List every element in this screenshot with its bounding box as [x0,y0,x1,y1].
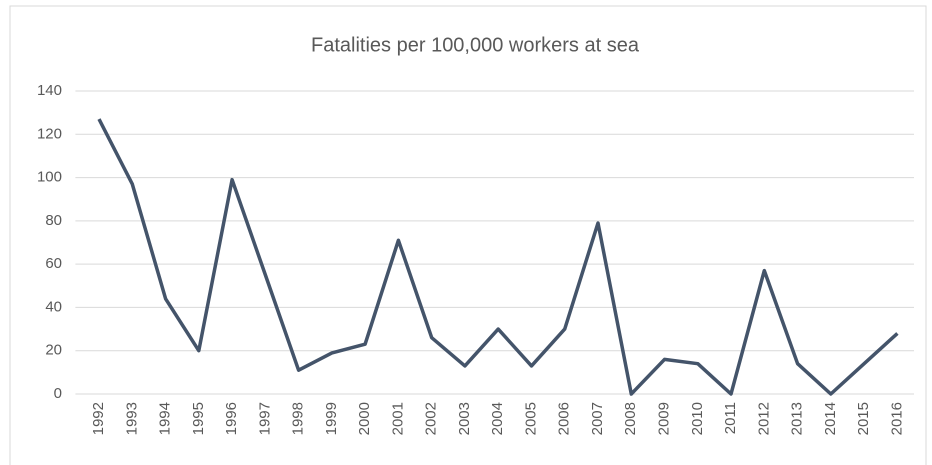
x-tick-label: 2007 [589,402,606,435]
x-tick-label: 1993 [123,402,140,435]
y-tick-label: 100 [37,169,62,186]
y-tick-label: 40 [45,298,62,315]
x-tick-label: 1994 [157,402,174,435]
x-tick-label: 2011 [722,402,739,434]
y-tick-label: 120 [37,125,62,142]
x-tick-label: 1995 [190,402,207,435]
x-tick-label: 2009 [655,402,672,435]
x-tick-label: 2000 [356,402,373,435]
x-tick-label: 2012 [755,402,772,435]
x-tick-label: 1992 [90,402,107,435]
x-tick-label: 2004 [489,402,506,435]
x-tick-label: 1996 [223,402,240,435]
y-tick-label: 60 [45,255,62,272]
x-tick-label: 2010 [689,402,706,435]
x-tick-label: 2013 [789,402,806,435]
x-tick-label: 1998 [290,402,307,435]
line-series [97,118,899,396]
chart-border [9,5,927,465]
y-tick-label: 0 [54,385,62,402]
x-tick-label: 2008 [622,402,639,435]
x-tick-label: 2005 [522,402,539,435]
x-tick-label: 2006 [556,402,573,435]
x-tick-label: 1997 [256,402,273,435]
y-tick-label: 140 [37,82,62,99]
chart-title: Fatalities per 100,000 workers at sea [311,34,640,56]
x-tick-label: 2002 [423,402,440,435]
y-tick-label: 20 [45,342,62,359]
x-tick-label: 2015 [855,402,872,435]
x-tick-label: 2016 [888,402,905,435]
x-tick-label: 2014 [822,402,839,435]
x-tick-label: 2001 [389,402,406,435]
x-tick-label: 1999 [323,402,340,435]
y-tick-label: 80 [45,212,62,229]
x-tick-label: 2003 [456,402,473,435]
